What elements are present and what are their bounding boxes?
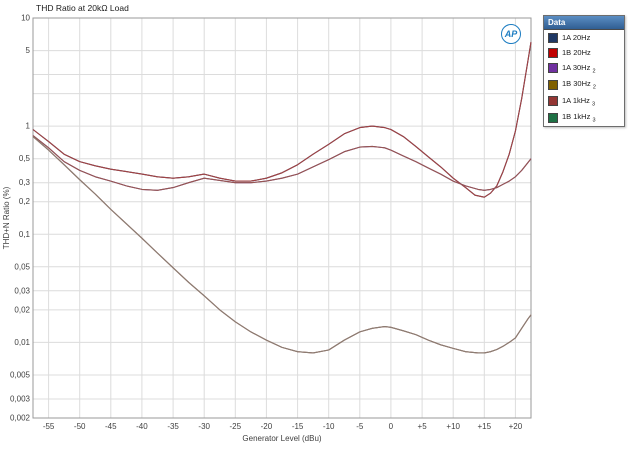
y-tick-label: 0,002 bbox=[10, 414, 31, 423]
y-tick-label: 0,005 bbox=[10, 371, 31, 380]
legend-item[interactable]: 1B 30Hz 2 bbox=[544, 77, 624, 94]
y-tick-label: 1 bbox=[26, 122, 31, 131]
x-tick-label: -30 bbox=[198, 422, 210, 431]
legend-items: 1A 20Hz 1B 20Hz 1A 30Hz 2 1B 30Hz 2 1A 1kH… bbox=[544, 30, 624, 126]
legend-item-label: 1B 1kHz 3 bbox=[562, 112, 596, 124]
x-tick-label: -35 bbox=[167, 422, 179, 431]
x-tick-label: -10 bbox=[323, 422, 335, 431]
x-tick-label: +15 bbox=[478, 422, 492, 431]
legend-item-label: 1A 1kHz 3 bbox=[562, 95, 596, 108]
legend-item-subscript: 2 bbox=[592, 84, 596, 91]
trace-1b-20hz bbox=[32, 41, 532, 198]
legend-color-swatch bbox=[548, 63, 558, 74]
x-tick-label: -55 bbox=[43, 422, 55, 431]
y-tick-label: 0,02 bbox=[14, 305, 30, 314]
plot-border bbox=[32, 17, 532, 419]
x-tick-label: 0 bbox=[389, 422, 394, 431]
y-tick-label: 0,05 bbox=[14, 262, 30, 271]
trace-1b-1khz-3 bbox=[32, 136, 532, 354]
legend-color-swatch bbox=[548, 79, 558, 90]
legend-item[interactable]: 1B 1kHz 3 bbox=[544, 110, 624, 127]
legend-color-swatch bbox=[548, 96, 558, 107]
legend-item-subscript: 3 bbox=[592, 117, 596, 124]
y-axis-label: THD+N Ratio (%) bbox=[2, 186, 11, 249]
legend-item-subscript: 3 bbox=[592, 101, 596, 107]
legend-item-label: 1B 20Hz bbox=[562, 48, 591, 57]
legend-item[interactable]: 1B 20Hz bbox=[544, 45, 624, 60]
x-tick-label: -45 bbox=[105, 422, 117, 431]
chart-title: THD Ratio at 20kΩ Load bbox=[36, 3, 129, 13]
x-tick-label: -15 bbox=[292, 422, 304, 431]
ap-logo-text: AP bbox=[504, 29, 518, 39]
x-tick-label: +20 bbox=[509, 422, 523, 431]
legend-item[interactable]: 1A 1kHz 3 bbox=[544, 93, 624, 110]
y-tick-label: 5 bbox=[26, 46, 31, 55]
legend-item[interactable]: 1A 30Hz 2 bbox=[544, 60, 624, 77]
x-tick-label: +5 bbox=[418, 422, 428, 431]
y-tick-label: 0,003 bbox=[10, 395, 31, 404]
y-tick-label: 0,03 bbox=[14, 286, 30, 295]
legend-item-label: 1A 20Hz bbox=[562, 33, 591, 42]
x-tick-label: +10 bbox=[446, 422, 460, 431]
x-tick-label: -40 bbox=[136, 422, 148, 431]
legend-item[interactable]: 1A 20Hz bbox=[544, 30, 624, 45]
x-axis-label: Generator Level (dBu) bbox=[242, 434, 321, 443]
y-tick-label: 0,1 bbox=[19, 230, 31, 239]
y-tick-label: 0,01 bbox=[14, 338, 30, 347]
legend-color-swatch bbox=[548, 112, 558, 123]
legend-color-swatch bbox=[548, 47, 558, 58]
legend-item-label: 1B 30Hz 2 bbox=[562, 79, 596, 91]
legend-item-label: 1A 30Hz 2 bbox=[562, 62, 596, 75]
y-tick-label: 0,5 bbox=[19, 154, 31, 163]
legend-panel-header[interactable]: Data bbox=[544, 16, 624, 30]
legend-item-subscript: 2 bbox=[592, 68, 596, 74]
trace-1a-20hz bbox=[32, 41, 532, 198]
x-tick-label: -5 bbox=[356, 422, 364, 431]
ap-logo-icon: AP bbox=[501, 24, 521, 44]
x-tick-label: -20 bbox=[261, 422, 273, 431]
y-tick-label: 0,3 bbox=[19, 178, 31, 187]
x-tick-label: -25 bbox=[230, 422, 242, 431]
x-tick-label: -50 bbox=[74, 422, 86, 431]
trace-1b-30hz-2 bbox=[32, 135, 532, 191]
y-tick-label: 0,2 bbox=[19, 197, 31, 206]
legend-color-swatch bbox=[548, 32, 558, 43]
y-tick-label: 10 bbox=[21, 14, 30, 23]
